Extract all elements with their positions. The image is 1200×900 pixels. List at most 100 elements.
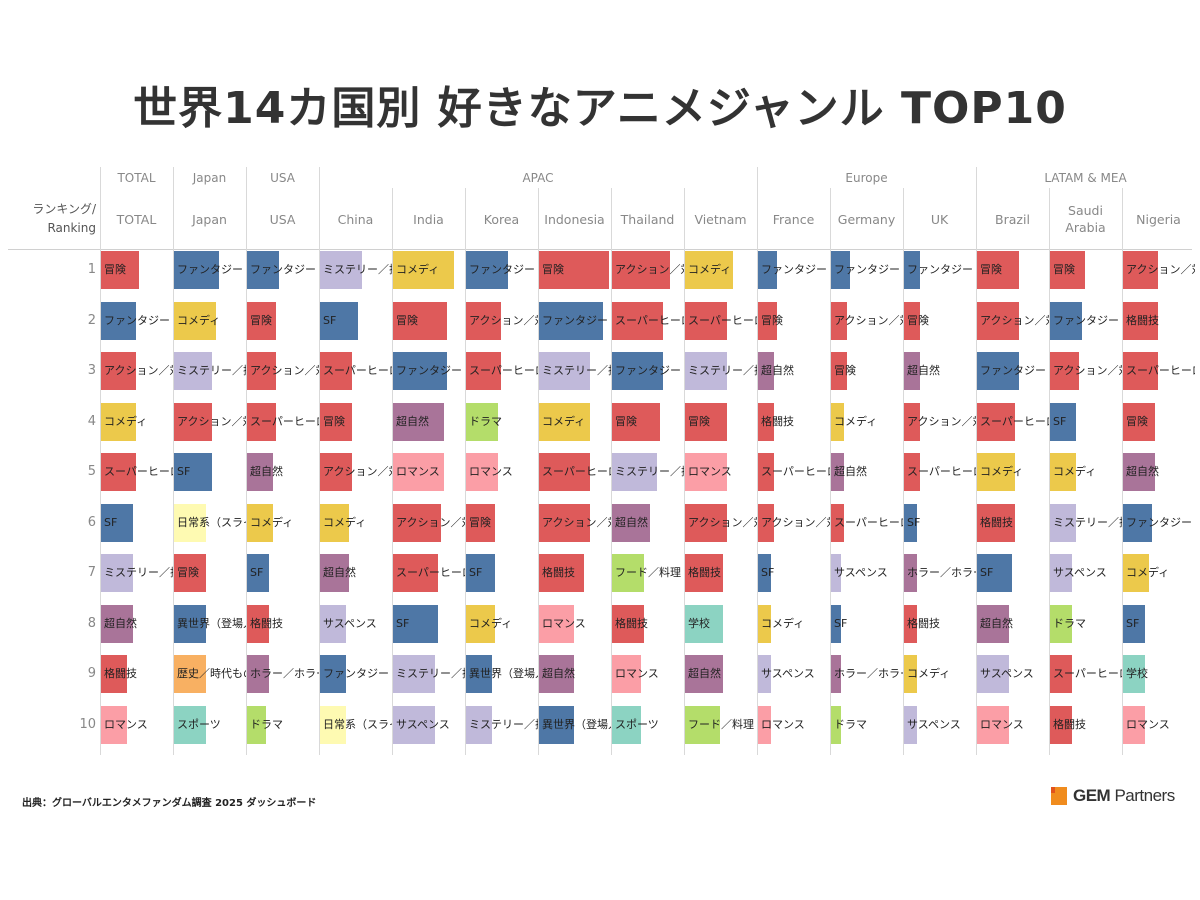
ranking-cell: スーパーヒーロー bbox=[539, 453, 611, 491]
genre-bar bbox=[320, 352, 352, 390]
genre-bar bbox=[174, 604, 206, 643]
genre-label: ファンタジー bbox=[323, 667, 389, 680]
genre-label: スーパーヒーロー bbox=[469, 364, 538, 377]
header-divider bbox=[8, 249, 1192, 250]
ranking-cell: アクション／対 bbox=[612, 251, 684, 289]
genre-label: ファンタジー bbox=[104, 313, 170, 327]
genre-bar bbox=[685, 655, 723, 693]
country-header: TOTAL bbox=[100, 190, 173, 248]
ranking-cell: SF bbox=[1123, 604, 1195, 643]
genre-label: 冒険 bbox=[542, 263, 564, 276]
genre-bar bbox=[758, 352, 774, 390]
column-divider bbox=[903, 188, 904, 755]
ranking-cell: 超自然 bbox=[612, 503, 684, 542]
group-header: APAC bbox=[522, 171, 554, 185]
ranking-cell: スーパーヒーロー bbox=[904, 453, 976, 491]
genre-label: 格闘技 bbox=[1126, 313, 1159, 327]
genre-label: 超自然 bbox=[1126, 465, 1159, 478]
ranking-cell: ミステリー／探 bbox=[1050, 503, 1122, 542]
ranking-cell: ファンタジー bbox=[466, 251, 538, 289]
ranking-cell: 格闘技 bbox=[977, 503, 1049, 542]
genre-label: 超自然 bbox=[396, 414, 429, 428]
genre-label: サスペンス bbox=[834, 566, 888, 579]
ranking-cell: 超自然 bbox=[977, 604, 1049, 643]
genre-label: スーパーヒーロー bbox=[542, 465, 611, 478]
ranking-cell: ロマンス bbox=[977, 705, 1049, 744]
genre-bar bbox=[174, 705, 206, 744]
genre-label: ロマンス bbox=[469, 465, 513, 478]
source-note: 出典：グローバルエンタメファンダム調査 2025 ダッシュボード bbox=[22, 798, 317, 809]
ranking-cell: ミステリー／探 bbox=[174, 352, 246, 390]
ranking-cell: アクション／対 bbox=[685, 503, 757, 542]
genre-label: ミステリー／探 bbox=[469, 717, 538, 731]
genre-bar bbox=[393, 554, 438, 592]
genre-bar bbox=[1050, 604, 1072, 643]
ranking-cell: スーパーヒーロー bbox=[612, 301, 684, 340]
genre-bar bbox=[758, 402, 774, 441]
genre-bar bbox=[101, 402, 136, 441]
ranking-cell: ミステリー／探 bbox=[612, 453, 684, 491]
genre-bar bbox=[612, 655, 641, 693]
genre-label: アクション／対 bbox=[250, 364, 319, 377]
genre-label: ファンタジー bbox=[250, 263, 316, 276]
country-label: Japan bbox=[192, 211, 227, 227]
genre-label: アクション／対 bbox=[980, 313, 1049, 327]
ranking-cell: アクション／対 bbox=[1123, 251, 1195, 289]
genre-bar bbox=[1050, 705, 1072, 744]
country-label: Brazil bbox=[995, 211, 1030, 227]
genre-bar bbox=[1050, 655, 1072, 693]
column-divider bbox=[100, 188, 101, 755]
genre-label: 異世界（登場人 bbox=[542, 717, 611, 731]
ranking-cell: 超自然 bbox=[1123, 453, 1195, 491]
genre-bar bbox=[247, 251, 279, 289]
genre-bar bbox=[247, 503, 273, 542]
country-label: China bbox=[337, 211, 374, 227]
genre-label: 日常系（スライ bbox=[177, 515, 246, 529]
ranking-cell: アクション／対 bbox=[904, 402, 976, 441]
genre-bar bbox=[977, 554, 1012, 592]
genre-label: ファンタジー bbox=[396, 364, 462, 377]
genre-label: SF bbox=[980, 566, 994, 579]
ranking-cell: 学校 bbox=[1123, 655, 1195, 693]
genre-bar bbox=[685, 251, 733, 289]
column-divider bbox=[611, 188, 612, 755]
genre-label: 冒険 bbox=[323, 414, 345, 428]
ranking-cell: 格闘技 bbox=[539, 554, 611, 592]
rank-number: 2 bbox=[87, 312, 96, 328]
ranking-cell: ロマンス bbox=[612, 655, 684, 693]
ranking-cell: 超自然 bbox=[539, 655, 611, 693]
genre-label: 冒険 bbox=[469, 515, 491, 529]
ranking-cell: ファンタジー bbox=[977, 352, 1049, 390]
genre-bar bbox=[977, 503, 1015, 542]
rank-number: 7 bbox=[87, 565, 96, 580]
ranking-cell: 超自然 bbox=[393, 402, 465, 441]
genre-label: フード／料理 bbox=[688, 717, 754, 731]
ranking-cell: 冒険 bbox=[831, 352, 903, 390]
genre-label: 超自然 bbox=[104, 616, 137, 630]
column-divider bbox=[976, 188, 977, 755]
genre-label: 冒険 bbox=[761, 313, 783, 327]
ranking-cell: 歴史／時代もの bbox=[174, 655, 246, 693]
genre-label: 超自然 bbox=[688, 667, 721, 680]
genre-bar bbox=[1050, 352, 1079, 390]
genre-bar bbox=[904, 655, 917, 693]
ranking-cell: 格闘技 bbox=[904, 604, 976, 643]
ranking-cell: ロマンス bbox=[539, 604, 611, 643]
genre-bar bbox=[466, 453, 498, 491]
genre-label: 歴史／時代もの bbox=[177, 667, 246, 680]
ranking-cell: 超自然 bbox=[247, 453, 319, 491]
genre-label: 冒険 bbox=[688, 414, 710, 428]
genre-bar bbox=[1123, 453, 1155, 491]
genre-bar bbox=[685, 453, 727, 491]
genre-label: ファンタジー bbox=[761, 263, 827, 276]
country-header: Nigeria bbox=[1122, 190, 1195, 248]
genre-bar bbox=[612, 705, 641, 744]
ranking-cell: コメディ bbox=[393, 251, 465, 289]
genre-label: アクション／対 bbox=[323, 465, 392, 478]
genre-label: SF bbox=[104, 515, 118, 529]
ranking-cell: コメディ bbox=[320, 503, 392, 542]
genre-bar bbox=[758, 251, 777, 289]
genre-bar bbox=[101, 301, 136, 340]
group-header: Europe bbox=[845, 171, 888, 185]
genre-label: ロマンス bbox=[542, 616, 586, 630]
